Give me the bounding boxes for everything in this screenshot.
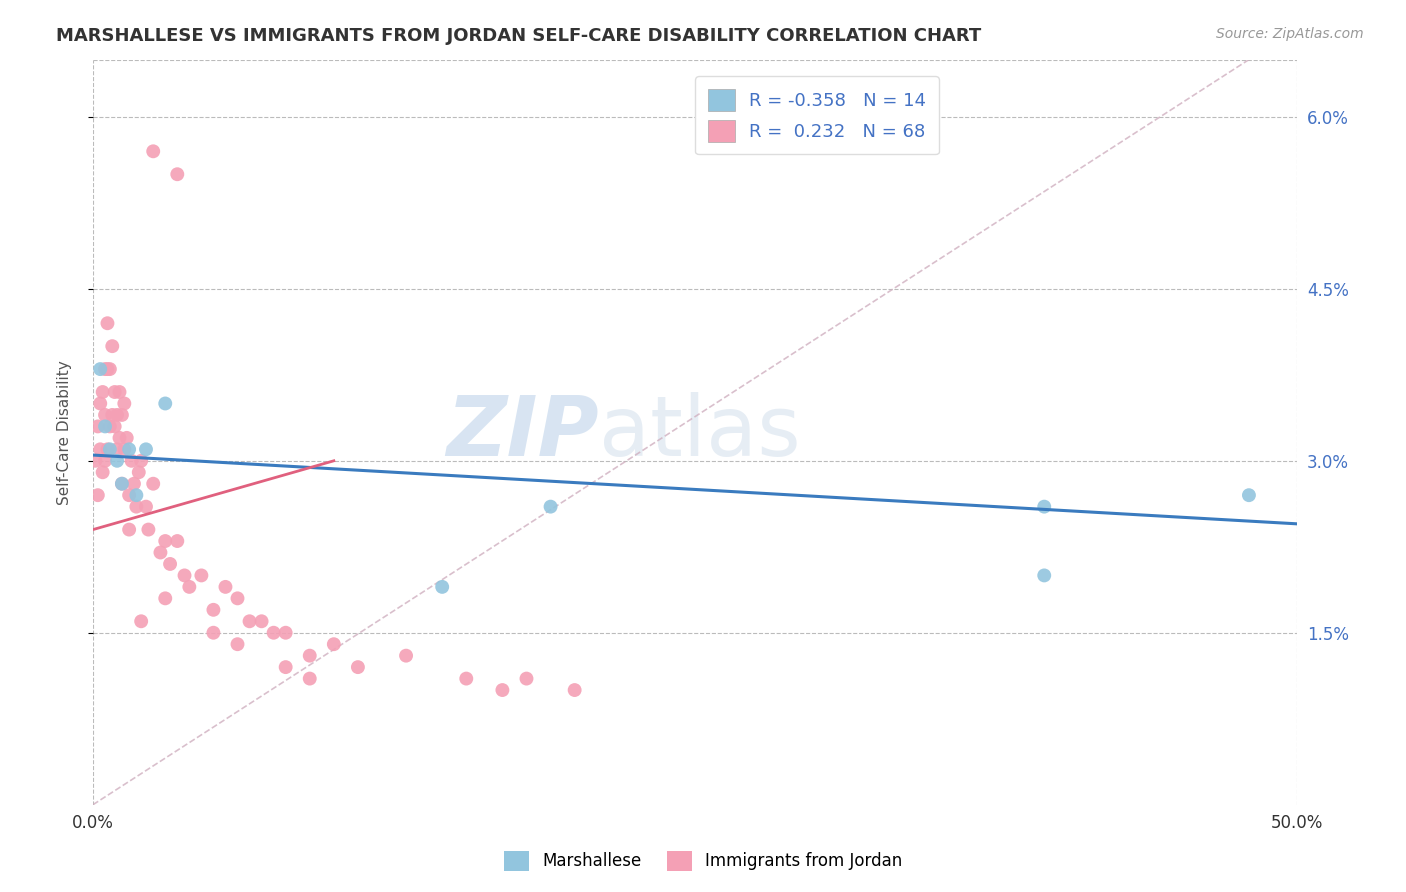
Point (111, 476, 134, 491)
Point (1237, 488, 1260, 502)
Point (105, 408, 128, 422)
Point (112, 396, 135, 410)
Point (395, 648, 418, 663)
Point (87, 419, 110, 434)
Point (202, 603, 225, 617)
Legend: R = -0.358   N = 14, R =  0.232   N = 68: R = -0.358 N = 14, R = 0.232 N = 68 (695, 76, 939, 154)
Point (263, 625, 285, 640)
Text: Source: ZipAtlas.com: Source: ZipAtlas.com (1216, 27, 1364, 41)
Point (111, 476, 134, 491)
Text: ZIP: ZIP (446, 392, 599, 473)
Point (122, 476, 145, 491)
Point (135, 442, 157, 457)
Point (274, 660, 297, 674)
Point (125, 488, 148, 502)
Point (238, 614, 260, 628)
Point (347, 660, 370, 674)
Point (250, 614, 273, 628)
Point (274, 625, 297, 640)
Point (155, 591, 177, 606)
Point (94, 408, 117, 422)
Point (166, 534, 188, 549)
Point (115, 431, 138, 445)
Point (105, 454, 128, 468)
Point (128, 465, 150, 479)
Point (89, 442, 111, 457)
Point (84, 454, 107, 468)
Point (94, 362, 117, 376)
Point (166, 167, 188, 181)
Point (96, 316, 118, 330)
Point (104, 419, 127, 434)
Point (101, 339, 124, 353)
Point (432, 580, 454, 594)
Point (322, 637, 344, 651)
Point (226, 637, 249, 651)
Point (135, 500, 157, 514)
Point (456, 672, 478, 686)
Point (112, 442, 135, 457)
Point (298, 672, 321, 686)
Point (179, 580, 201, 594)
Point (564, 683, 586, 698)
Point (101, 408, 124, 422)
Text: atlas: atlas (599, 392, 800, 473)
Point (94, 454, 117, 468)
Point (121, 454, 143, 468)
Point (202, 625, 225, 640)
Point (89, 362, 111, 376)
Point (173, 568, 195, 582)
Point (104, 384, 127, 399)
Text: MARSHALLESE VS IMMIGRANTS FROM JORDAN SELF-CARE DISABILITY CORRELATION CHART: MARSHALLESE VS IMMIGRANTS FROM JORDAN SE… (56, 27, 981, 45)
Point (159, 557, 181, 571)
Point (155, 396, 177, 410)
Point (1033, 568, 1056, 582)
Point (125, 500, 148, 514)
Point (105, 442, 128, 457)
Point (1033, 500, 1056, 514)
Point (142, 145, 165, 159)
Point (491, 683, 513, 698)
Point (91, 465, 114, 479)
Point (108, 384, 131, 399)
Legend: Marshallese, Immigrants from Jordan: Marshallese, Immigrants from Jordan (495, 842, 911, 880)
Point (118, 523, 141, 537)
Point (118, 442, 141, 457)
Point (87, 488, 110, 502)
Point (149, 545, 172, 559)
Y-axis label: Self-Care Disability: Self-Care Disability (58, 359, 72, 505)
Point (515, 672, 537, 686)
Point (91, 384, 114, 399)
Point (298, 648, 321, 663)
Point (96, 362, 118, 376)
Point (108, 431, 131, 445)
Point (111, 408, 134, 422)
Point (226, 591, 249, 606)
Point (98, 442, 121, 457)
Point (129, 454, 152, 468)
Point (129, 614, 152, 628)
Point (98, 419, 121, 434)
Point (142, 476, 165, 491)
Point (190, 568, 212, 582)
Point (118, 488, 141, 502)
Point (98, 362, 121, 376)
Point (94, 419, 117, 434)
Point (540, 500, 562, 514)
Point (89, 396, 111, 410)
Point (214, 580, 236, 594)
Point (96, 442, 118, 457)
Point (155, 534, 177, 549)
Point (138, 523, 160, 537)
